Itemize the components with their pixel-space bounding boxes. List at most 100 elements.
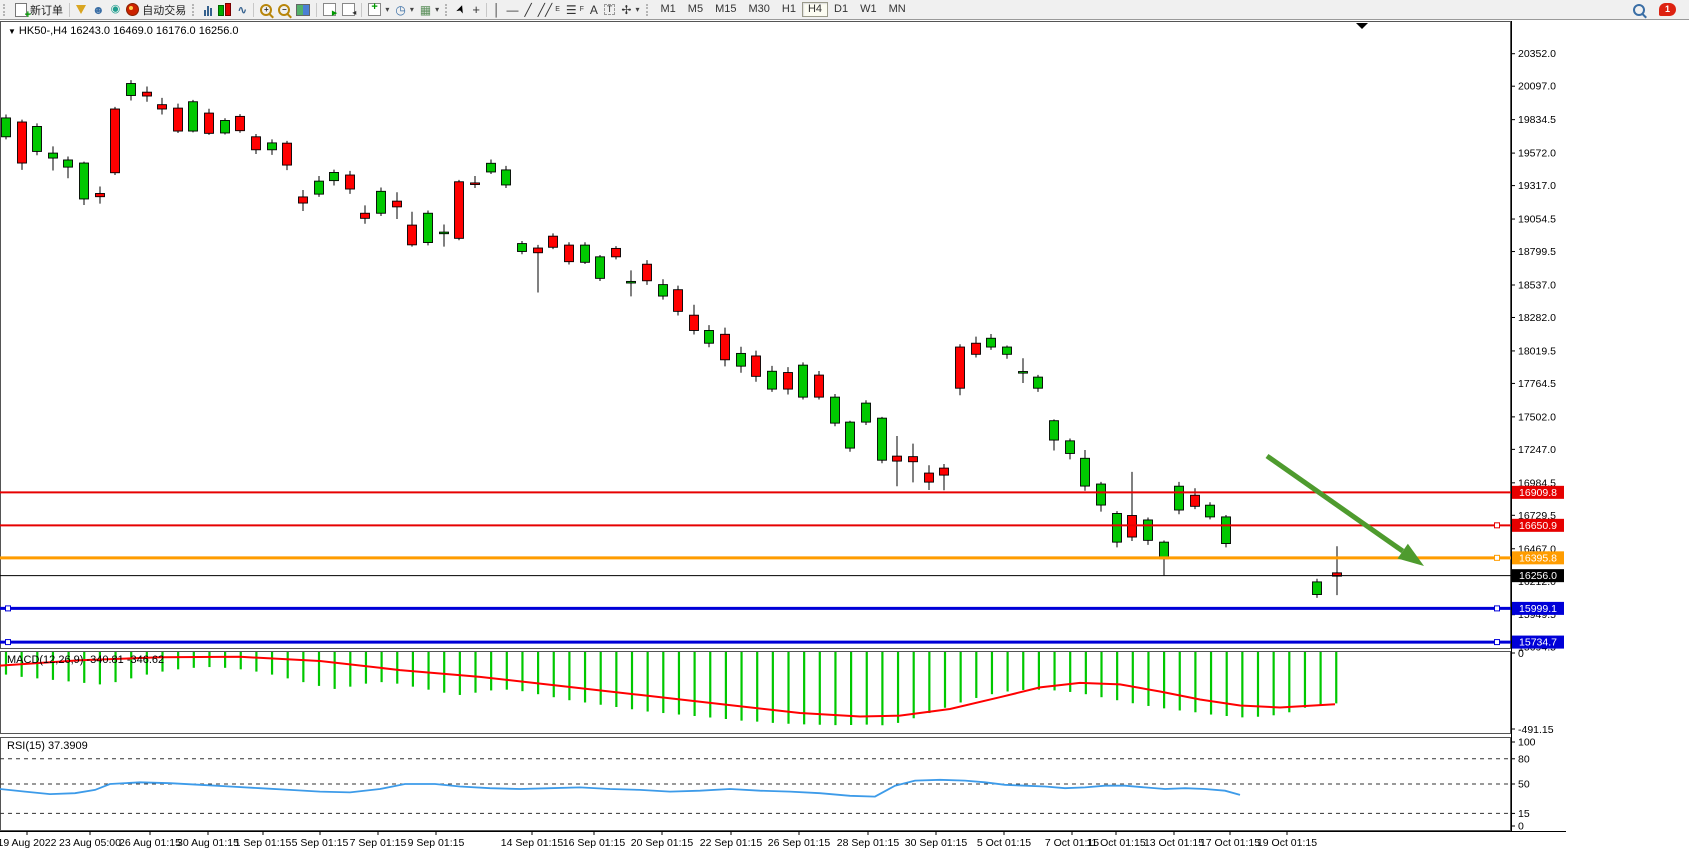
crosshair-button[interactable]: + xyxy=(469,1,483,18)
line-chart-button[interactable]: ∿ xyxy=(234,1,250,18)
price-tick-label: 17247.0 xyxy=(1518,444,1556,456)
candle-body xyxy=(1159,541,1169,560)
chart-shift-button[interactable] xyxy=(339,1,358,18)
toolbar-grip[interactable] xyxy=(192,3,197,16)
candle-body xyxy=(470,182,480,185)
hline-handle[interactable] xyxy=(5,639,11,646)
hline-handle[interactable] xyxy=(1494,639,1500,646)
trendline-button[interactable]: ╱ xyxy=(522,1,535,18)
toolbar-separator xyxy=(253,2,255,17)
hline-16909.8[interactable]: 16909.8 xyxy=(0,485,1564,499)
channel-button[interactable]: ╱╱ E xyxy=(537,2,560,17)
zoom-in-button[interactable]: + xyxy=(257,1,275,18)
hline-handle[interactable] xyxy=(1494,554,1500,561)
time-tick-label: 16 Sep 01:15 xyxy=(563,837,626,849)
candle-body xyxy=(235,115,245,132)
chevron-down-icon: ▾ xyxy=(635,5,640,14)
hline-handle[interactable] xyxy=(5,605,11,612)
symbol-ohlc-label[interactable]: ▼ HK50-,H4 16243.0 16469.0 16176.0 16256.… xyxy=(8,25,239,37)
hline-15999.1[interactable]: 15999.1 xyxy=(0,601,1564,615)
timeframe-M30[interactable]: M30 xyxy=(748,3,770,15)
news-icon: ◉ xyxy=(110,3,121,15)
candle-body xyxy=(298,196,308,204)
periods-button[interactable]: ◷ ▾ xyxy=(392,1,417,18)
candlestick-button[interactable] xyxy=(215,1,234,18)
chisel-button[interactable] xyxy=(73,1,89,18)
market-watch-button[interactable]: ☻ xyxy=(89,1,108,18)
candle-body xyxy=(188,101,198,132)
zoom-out-button[interactable]: − xyxy=(275,1,293,18)
candle-body xyxy=(548,235,558,248)
trend-arrow-head xyxy=(1397,543,1424,566)
macd-pane[interactable] xyxy=(0,651,1511,734)
candle-body xyxy=(1049,420,1059,441)
candle-body xyxy=(32,126,42,152)
indicators-button[interactable]: ▾ xyxy=(365,1,392,18)
candle-body xyxy=(220,120,230,134)
text-button[interactable]: A xyxy=(587,1,601,18)
hline-handle[interactable] xyxy=(1494,605,1500,612)
timeframe-M5[interactable]: M5 xyxy=(687,3,704,15)
time-tick-label: 19 Oct 01:15 xyxy=(1257,837,1317,849)
text-label-button[interactable]: T xyxy=(601,1,619,18)
indicators-icon xyxy=(368,2,382,16)
rsi-indicator-label: RSI(15) 37.3909 xyxy=(7,740,88,752)
toolbar-grip[interactable] xyxy=(3,3,8,16)
hline-16256.0[interactable]: 16256.0 xyxy=(0,569,1564,583)
price-label-box xyxy=(1512,635,1564,649)
time-tick-label: 26 Sep 01:15 xyxy=(768,837,831,849)
time-tick-label: 26 Aug 01:15 xyxy=(119,837,181,849)
templates-button[interactable]: ▦ ▾ xyxy=(417,1,442,18)
price-label-box xyxy=(1512,551,1564,565)
chat-button[interactable]: 1 xyxy=(1656,1,1679,18)
search-button[interactable] xyxy=(1630,1,1648,18)
autotrade-button[interactable]: 自动交易 xyxy=(123,1,189,18)
cursor-button[interactable]: ➤ xyxy=(454,1,469,18)
timeframe-D1[interactable]: D1 xyxy=(834,3,849,15)
candle-body xyxy=(626,280,636,284)
candle-body xyxy=(814,374,824,398)
periods-icon: ◷ xyxy=(395,2,406,17)
price-tick-label: 20352.0 xyxy=(1518,48,1556,60)
candle-body xyxy=(1065,440,1075,454)
candle-body xyxy=(142,91,152,97)
candles xyxy=(1,80,1342,598)
tile-windows-button[interactable] xyxy=(293,1,313,18)
chart-shift-marker[interactable] xyxy=(1356,23,1368,29)
news-button[interactable]: ◉ xyxy=(108,1,124,18)
timeframe-M15[interactable]: M15 xyxy=(715,3,737,15)
main-pane[interactable] xyxy=(0,21,1511,649)
candle-body xyxy=(1002,346,1012,355)
autoscroll-button[interactable] xyxy=(320,1,339,18)
candle-body xyxy=(110,108,120,174)
time-tick-label: 28 Sep 01:15 xyxy=(837,837,900,849)
candle-body xyxy=(830,396,840,424)
toolbar-grip[interactable] xyxy=(645,3,651,16)
timeframe-H1[interactable]: H1 xyxy=(781,3,796,15)
arrows-button[interactable]: ✢ ▾ xyxy=(618,1,642,18)
new-order-label: 新订单 xyxy=(30,4,63,17)
hline-16650.9[interactable]: 16650.9 xyxy=(0,518,1564,532)
new-order-button[interactable]: 新订单 xyxy=(12,1,66,21)
timeframe-MN[interactable]: MN xyxy=(888,3,906,15)
fibonacci-button[interactable]: ☰ F xyxy=(565,2,584,17)
macd-indicator-label: MACD(12,26,9) -340.81 -346.62 xyxy=(7,654,165,666)
zoom-in-icon: + xyxy=(260,3,273,16)
timeframe-W1[interactable]: W1 xyxy=(860,3,877,15)
trend-arrow[interactable] xyxy=(1265,453,1424,566)
timeframe-M1[interactable]: M1 xyxy=(660,3,676,15)
bar-chart-button[interactable] xyxy=(201,1,215,18)
timeframe-H4[interactable]: H4 xyxy=(801,2,828,17)
hline-15734.7[interactable]: 15734.7 xyxy=(0,635,1564,649)
hline-handle[interactable] xyxy=(1494,522,1500,529)
vertical-line-button[interactable]: │ xyxy=(490,1,504,18)
horizontal-line-button[interactable]: — xyxy=(504,1,522,18)
rsi-tick-label: 0 xyxy=(1518,821,1524,833)
toolbar-grip[interactable] xyxy=(445,3,450,16)
price-tick-label: 19054.5 xyxy=(1518,214,1556,226)
price-label-text: 15734.7 xyxy=(1519,637,1557,649)
time-tick-label: 5 Sep 01:15 xyxy=(292,837,349,849)
zoom-out-icon: − xyxy=(278,3,291,16)
hline-16395.8[interactable]: 16395.8 xyxy=(0,551,1564,565)
